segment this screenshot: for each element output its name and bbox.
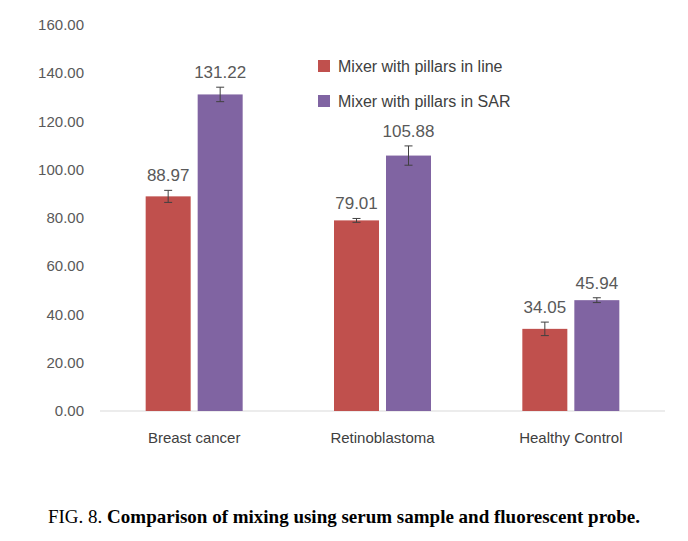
bar: [198, 94, 243, 411]
page: {"chart_data": { "type": "bar", "title":…: [0, 0, 688, 541]
error-bar: [164, 190, 172, 202]
legend-swatch: [318, 60, 330, 72]
y-tick-label: 60.00: [46, 257, 84, 274]
error-cap: [541, 335, 549, 336]
error-cap: [164, 202, 172, 203]
legend: Mixer with pillars in line Mixer with pil…: [318, 58, 510, 110]
y-tick-label: 140.00: [38, 64, 84, 81]
error-stem: [168, 190, 169, 202]
error-cap: [593, 302, 601, 303]
error-cap: [216, 101, 224, 102]
legend-label: Mixer with pillars in SAR: [338, 93, 510, 110]
data-label: 105.88: [383, 122, 435, 141]
legend-swatch: [318, 95, 330, 107]
error-stem: [544, 322, 545, 336]
error-cap: [593, 297, 601, 298]
bar: [522, 329, 567, 411]
y-axis: 0.00 20.00 40.00 60.00 80.00 100.00 120.00 140.…: [38, 16, 84, 419]
caption-text: Comparison of mixing using serum sample …: [107, 506, 640, 527]
legend-label: Mixer with pillars in line: [338, 58, 503, 75]
data-label: 34.05: [524, 298, 567, 317]
error-stem: [220, 87, 221, 101]
error-bar: [541, 322, 549, 336]
error-cap: [216, 87, 224, 88]
error-stem: [596, 298, 597, 303]
y-tick-label: 40.00: [46, 306, 84, 323]
error-bar: [593, 298, 601, 303]
bar: [574, 300, 619, 411]
error-cap: [164, 190, 172, 191]
error-cap: [405, 145, 413, 146]
y-tick-label: 0.00: [55, 402, 84, 419]
bar: [146, 196, 191, 411]
error-cap: [353, 218, 361, 219]
data-label: 45.94: [576, 274, 619, 293]
error-cap: [353, 222, 361, 223]
data-label: 131.22: [194, 63, 246, 82]
x-tick-label: Healthy Control: [519, 429, 622, 446]
x-tick-label: Retinoblastoma: [330, 429, 435, 446]
bar: [386, 156, 431, 411]
data-labels: 88.97 79.01 34.05 131.22 105.88 45.94: [147, 63, 618, 317]
error-bar: [353, 218, 361, 222]
y-tick-label: 160.00: [38, 16, 84, 33]
data-label: 79.01: [335, 194, 378, 213]
data-label: 88.97: [147, 166, 190, 185]
error-bar: [216, 87, 224, 101]
x-axis: Breast cancer Retinoblastoma Healthy Contr…: [148, 429, 623, 446]
caption: FIG. 8. Comparison of mixing using serum…: [48, 506, 640, 527]
error-stem: [356, 218, 357, 222]
y-tick-label: 80.00: [46, 209, 84, 226]
y-tick-label: 100.00: [38, 161, 84, 178]
bar: [334, 220, 379, 411]
caption-title: FIG. 8.: [48, 506, 107, 527]
y-tick-label: 20.00: [46, 354, 84, 371]
y-tick-label: 120.00: [38, 113, 84, 130]
error-cap: [541, 322, 549, 323]
x-tick-label: Breast cancer: [148, 429, 241, 446]
bars: [146, 87, 620, 411]
error-cap: [405, 165, 413, 166]
chart: 0.00 20.00 40.00 60.00 80.00 100.00 120.00 140.…: [0, 0, 688, 541]
error-stem: [408, 146, 409, 165]
error-bar: [405, 146, 413, 165]
